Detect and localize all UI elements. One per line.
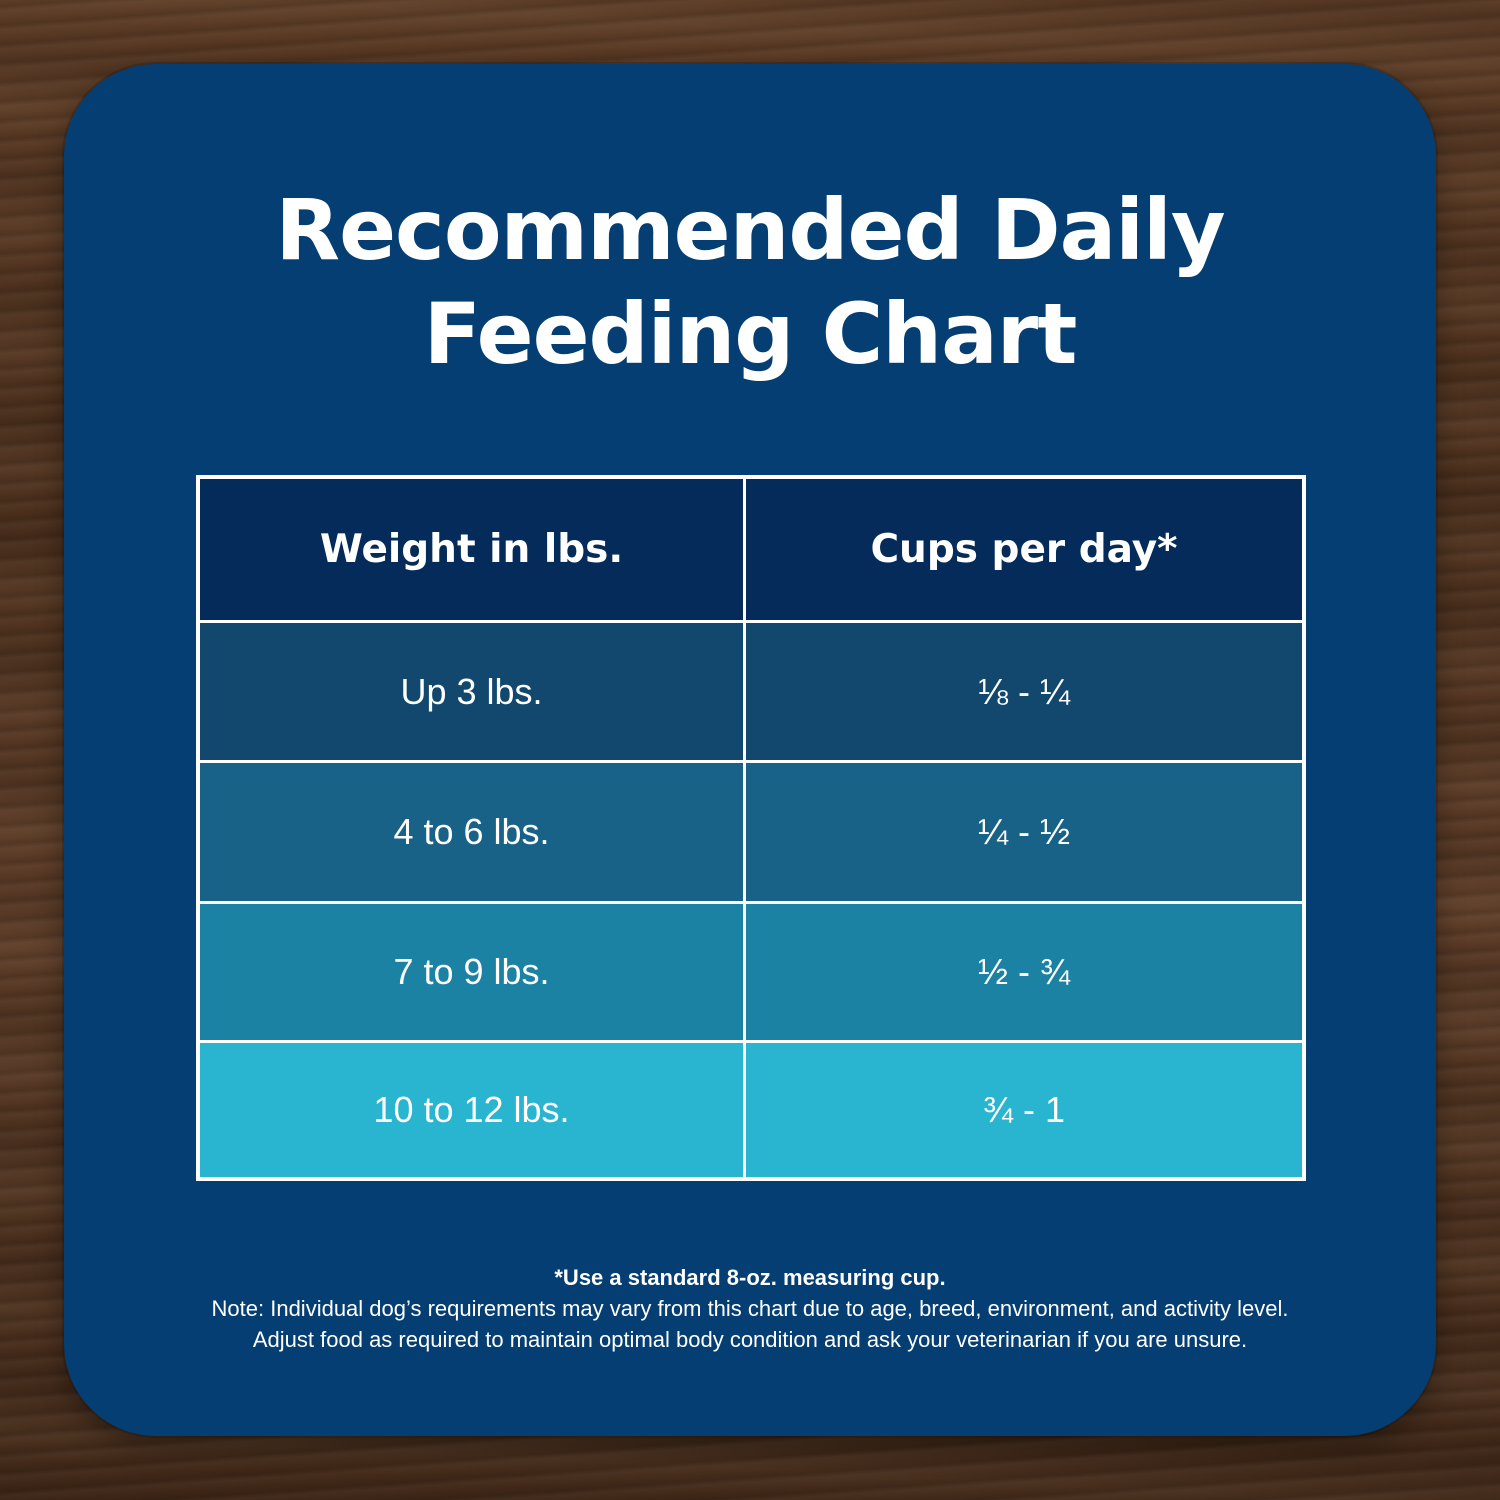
cups-cell: ¾ - 1 <box>982 1089 1066 1130</box>
table-row: 7 to 9 lbs. ½ - ¾ <box>200 901 1302 1040</box>
measuring-cup-footnote: *Use a standard 8-oz. measuring cup. <box>554 1265 946 1290</box>
cups-cell: ¼ - ½ <box>977 811 1071 852</box>
table-row: 4 to 6 lbs. ¼ - ½ <box>200 760 1302 901</box>
title-line-2: Feeding Chart <box>423 285 1078 383</box>
feeding-table: Weight in lbs. Cups per day* Up 3 lbs. ⅛… <box>196 475 1306 1181</box>
weight-cell: 4 to 6 lbs. <box>200 763 746 901</box>
weight-cell: 7 to 9 lbs. <box>200 904 746 1040</box>
title-line-1: Recommended Daily <box>275 181 1225 279</box>
footnotes: *Use a standard 8-oz. measuring cup. Not… <box>0 1262 1500 1355</box>
chart-title: Recommended Daily Feeding Chart <box>0 178 1500 386</box>
table-header-row: Weight in lbs. Cups per day* <box>200 479 1302 620</box>
table-row: Up 3 lbs. ⅛ - ¼ <box>200 620 1302 760</box>
note-line-2: Adjust food as required to maintain opti… <box>252 1327 1248 1352</box>
header-cups: Cups per day* <box>870 527 1178 572</box>
table-row: 10 to 12 lbs. ¾ - 1 <box>200 1040 1302 1177</box>
cups-cell: ½ - ¾ <box>977 951 1071 992</box>
weight-cell: Up 3 lbs. <box>200 623 746 760</box>
cups-cell: ⅛ - ¼ <box>977 670 1071 712</box>
note-line-1: Note: Individual dog’s requirements may … <box>211 1296 1289 1321</box>
weight-cell: 10 to 12 lbs. <box>200 1043 746 1177</box>
header-weight: Weight in lbs. <box>200 479 746 620</box>
